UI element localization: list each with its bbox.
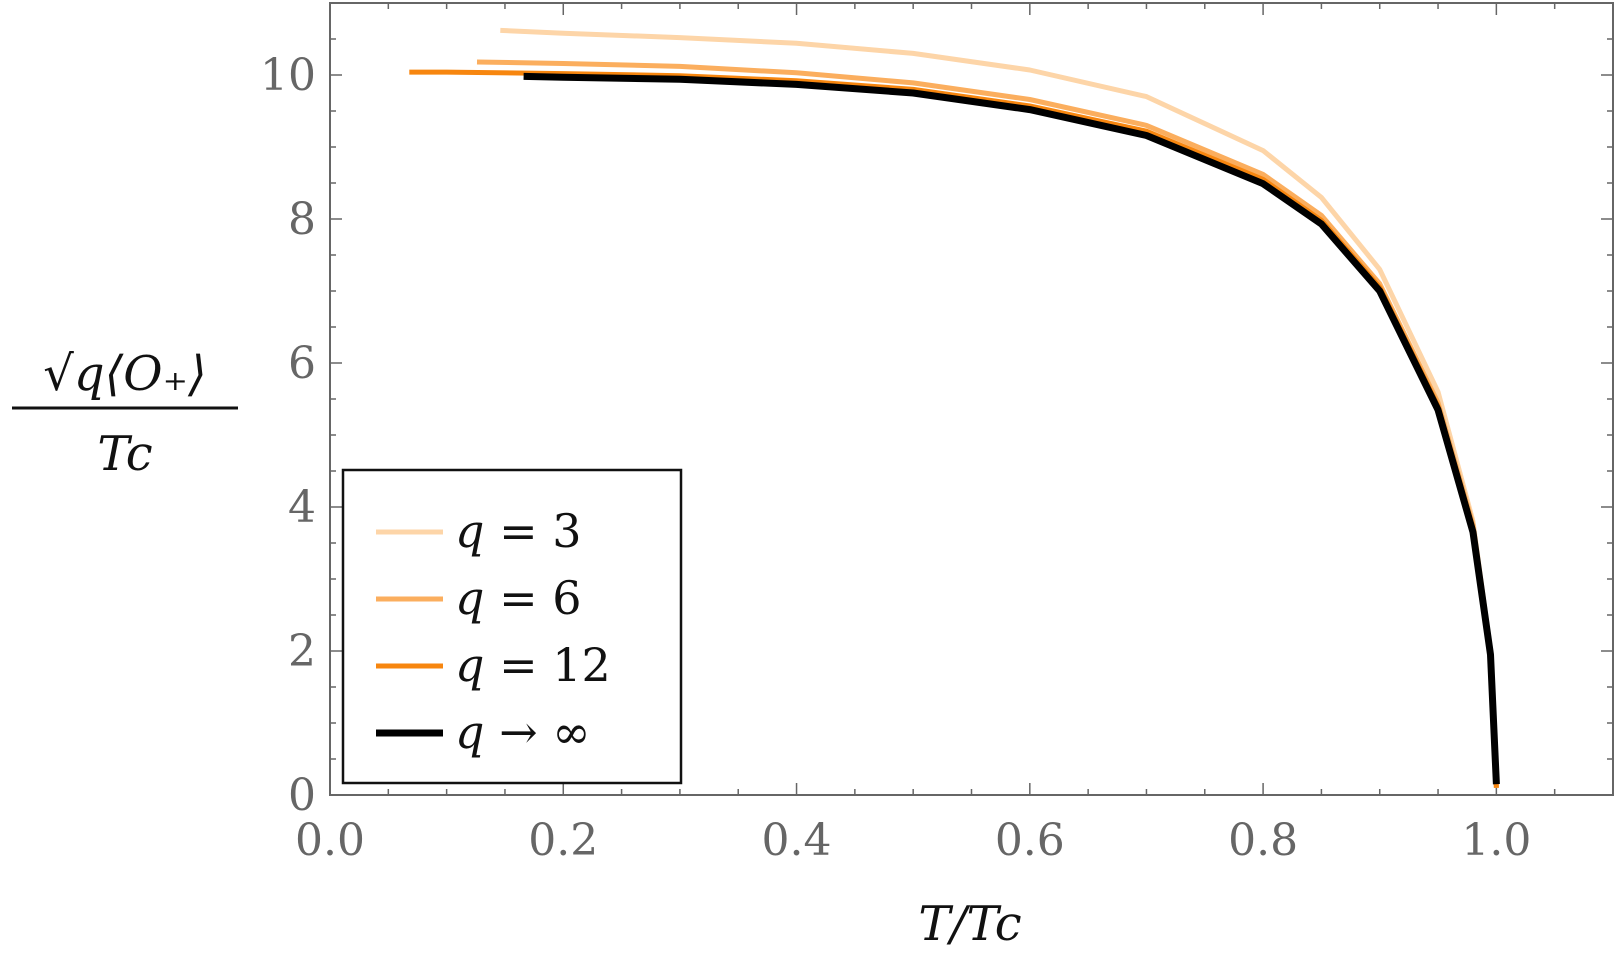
legend-items: q = 3 q = 6 q = 12 q → ∞ [376, 504, 611, 759]
y-axis-label: √q⟨O₊⟩ Tc [12, 346, 238, 482]
x-axis-label: T/Tc [918, 896, 1021, 952]
x-tick-labels: 0.0 0.2 0.4 0.6 0.8 1.0 [295, 815, 1531, 866]
y-tick-label: 2 [288, 626, 316, 677]
x-tick-label: 0.8 [1228, 815, 1298, 866]
series-line-4 [523, 72, 1500, 785]
y-axis-label-denominator: Tc [97, 426, 152, 482]
y-tick-label: 6 [288, 338, 316, 389]
legend-label: q = 12 [455, 638, 611, 692]
y-tick-label: 0 [288, 770, 316, 821]
y-axis-label-numerator: √q⟨O₊⟩ [43, 346, 206, 402]
legend: q = 3 q = 6 q = 12 q → ∞ [341, 468, 683, 785]
x-tick-label: 0.4 [762, 815, 832, 866]
series-lines [409, 27, 1500, 788]
x-tick-label: 1.0 [1461, 815, 1531, 866]
y-tick-label: 8 [288, 194, 316, 245]
legend-label: q = 3 [455, 504, 582, 558]
y-tick-label: 4 [288, 482, 316, 533]
legend-label: q → ∞ [455, 705, 591, 759]
y-tick-label: 10 [260, 50, 316, 101]
legend-label: q = 6 [455, 571, 582, 625]
y-tick-labels: 0 2 4 6 8 10 [260, 50, 316, 821]
x-tick-label: 0.0 [295, 815, 365, 866]
axis-ticks [329, 2, 1614, 796]
x-tick-label: 0.2 [528, 815, 598, 866]
x-tick-label: 0.6 [995, 815, 1065, 866]
